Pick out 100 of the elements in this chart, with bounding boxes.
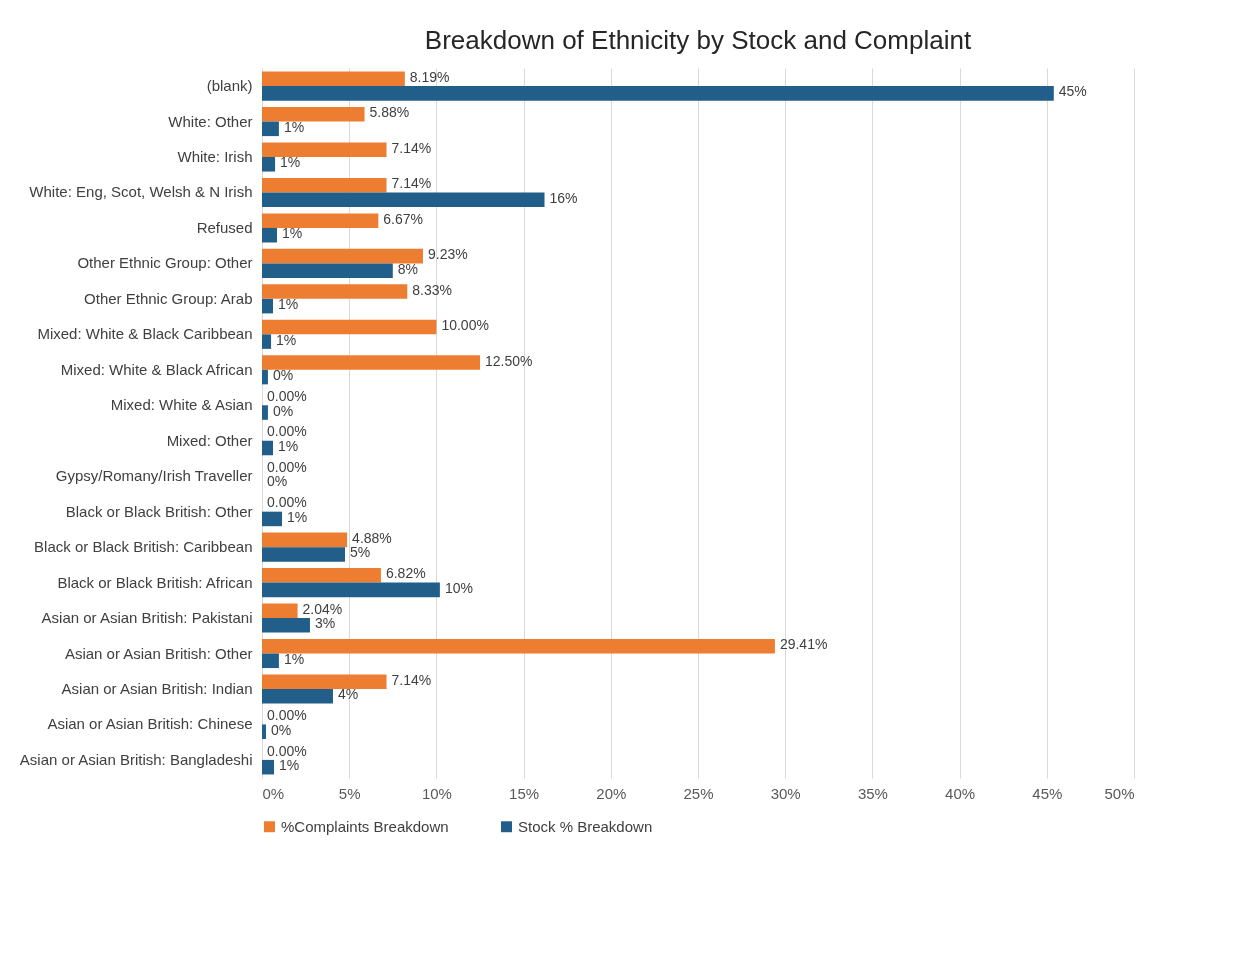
data-label: 1% bbox=[279, 757, 300, 774]
data-label: 29.41% bbox=[779, 636, 828, 653]
data-label: 7.14% bbox=[391, 175, 432, 192]
y-tick-label: Asian or Asian British: Chinese bbox=[47, 715, 253, 733]
data-label: 45% bbox=[1058, 83, 1087, 100]
data-label: 1% bbox=[280, 154, 301, 171]
bar bbox=[262, 86, 1054, 101]
data-label: 7.14% bbox=[391, 139, 432, 156]
data-label: 9.23% bbox=[427, 246, 468, 263]
data-label: 1% bbox=[287, 508, 308, 525]
bar bbox=[262, 568, 381, 583]
x-tick-label: 10% bbox=[421, 784, 452, 802]
data-label: 0.00% bbox=[267, 707, 307, 724]
x-tick-label: 35% bbox=[857, 784, 888, 802]
bar bbox=[262, 263, 393, 278]
data-label: 0% bbox=[271, 721, 292, 738]
bar bbox=[262, 121, 279, 137]
bar bbox=[262, 369, 268, 385]
data-label: 8.33% bbox=[412, 281, 452, 298]
data-label: 6.82% bbox=[385, 565, 426, 582]
y-tick-label: Asian or Asian British: Pakistani bbox=[41, 609, 253, 627]
data-label: 2.04% bbox=[302, 600, 343, 617]
bar bbox=[262, 319, 437, 335]
x-tick-label: 30% bbox=[770, 784, 801, 802]
bar bbox=[262, 724, 267, 739]
data-label: 0% bbox=[272, 367, 294, 384]
bar bbox=[262, 532, 348, 548]
data-label: 1% bbox=[283, 118, 305, 135]
bar bbox=[262, 653, 279, 669]
x-tick-label: 5% bbox=[338, 784, 361, 802]
bar bbox=[262, 157, 276, 172]
bar bbox=[262, 638, 775, 654]
data-label: 7.14% bbox=[391, 671, 432, 688]
bar bbox=[262, 674, 387, 689]
bar bbox=[262, 298, 273, 314]
y-tick-label: Other Ethnic Group: Other bbox=[77, 254, 253, 272]
bar bbox=[262, 547, 346, 562]
bar bbox=[262, 227, 277, 243]
bar bbox=[262, 334, 272, 349]
y-tick-label: Black or Black British: Other bbox=[65, 502, 253, 520]
x-tick-label: 50% bbox=[1104, 784, 1135, 802]
bar bbox=[262, 107, 365, 122]
y-tick-label: Mixed: White & Asian bbox=[110, 396, 253, 414]
y-tick-label: Black or Black British: African bbox=[57, 573, 253, 591]
bar bbox=[262, 71, 405, 87]
bar bbox=[262, 284, 408, 299]
bar bbox=[262, 192, 545, 208]
bar bbox=[262, 177, 387, 193]
y-tick-label: White: Irish bbox=[177, 148, 253, 166]
data-label: 4% bbox=[337, 686, 359, 703]
legend-label: %Complaints Breakdown bbox=[281, 817, 449, 835]
y-tick-label: White: Other bbox=[168, 112, 253, 130]
bar bbox=[262, 618, 310, 633]
bar bbox=[262, 355, 480, 370]
y-tick-label: White: Eng, Scot, Welsh & N Irish bbox=[29, 183, 253, 201]
bar bbox=[262, 759, 275, 775]
y-tick-label: Asian or Asian British: Bangladeshi bbox=[19, 750, 253, 768]
data-label: 0% bbox=[267, 473, 288, 490]
data-label: 5.88% bbox=[369, 104, 410, 121]
x-tick-label: 40% bbox=[945, 784, 976, 802]
data-label: 0.00% bbox=[267, 742, 307, 759]
x-tick-label: 45% bbox=[1032, 784, 1063, 802]
y-tick-label: Asian or Asian British: Indian bbox=[61, 679, 253, 697]
y-tick-label: Asian or Asian British: Other bbox=[64, 644, 253, 662]
data-label: 6.67% bbox=[383, 210, 424, 227]
data-label: 1% bbox=[283, 650, 305, 667]
chart-title: Breakdown of Ethnicity by Stock and Complaint bbox=[424, 25, 972, 55]
data-label: 8.19% bbox=[409, 68, 450, 85]
data-label: 8% bbox=[397, 260, 419, 277]
legend-label: Stock % Breakdown bbox=[518, 817, 653, 835]
y-tick-label: Gypsy/Romany/Irish Traveller bbox=[55, 467, 253, 485]
bar bbox=[262, 213, 379, 228]
y-tick-label: Other Ethnic Group: Arab bbox=[84, 289, 253, 307]
bar bbox=[262, 142, 387, 158]
data-label: 10.00% bbox=[441, 317, 489, 334]
x-tick-label: 25% bbox=[683, 784, 714, 802]
data-label: 0.00% bbox=[267, 423, 307, 440]
y-tick-label: Refused bbox=[196, 218, 253, 236]
data-label: 1% bbox=[277, 296, 299, 313]
y-tick-label: Mixed: Other bbox=[166, 431, 253, 449]
bar bbox=[262, 582, 440, 598]
y-tick-label: Mixed: White & Black African bbox=[60, 360, 253, 378]
bar bbox=[262, 511, 283, 527]
bar bbox=[262, 248, 423, 264]
data-label: 0% bbox=[272, 402, 294, 419]
bar bbox=[262, 440, 273, 456]
data-label: 1% bbox=[276, 331, 297, 348]
data-label: 3% bbox=[314, 615, 336, 632]
data-label: 1% bbox=[277, 438, 299, 454]
bar bbox=[262, 603, 298, 619]
data-label: 0.00% bbox=[267, 494, 307, 511]
bar bbox=[262, 405, 268, 420]
data-label: 5% bbox=[350, 544, 371, 561]
data-label: 16% bbox=[549, 189, 578, 206]
data-label: 0.00% bbox=[267, 458, 307, 475]
data-label: 4.88% bbox=[352, 529, 392, 546]
x-tick-label: 20% bbox=[596, 784, 627, 802]
x-tick-label: 15% bbox=[509, 784, 540, 802]
y-tick-label: Black or Black British: Caribbean bbox=[34, 538, 253, 556]
y-tick-label: (blank) bbox=[206, 77, 253, 95]
